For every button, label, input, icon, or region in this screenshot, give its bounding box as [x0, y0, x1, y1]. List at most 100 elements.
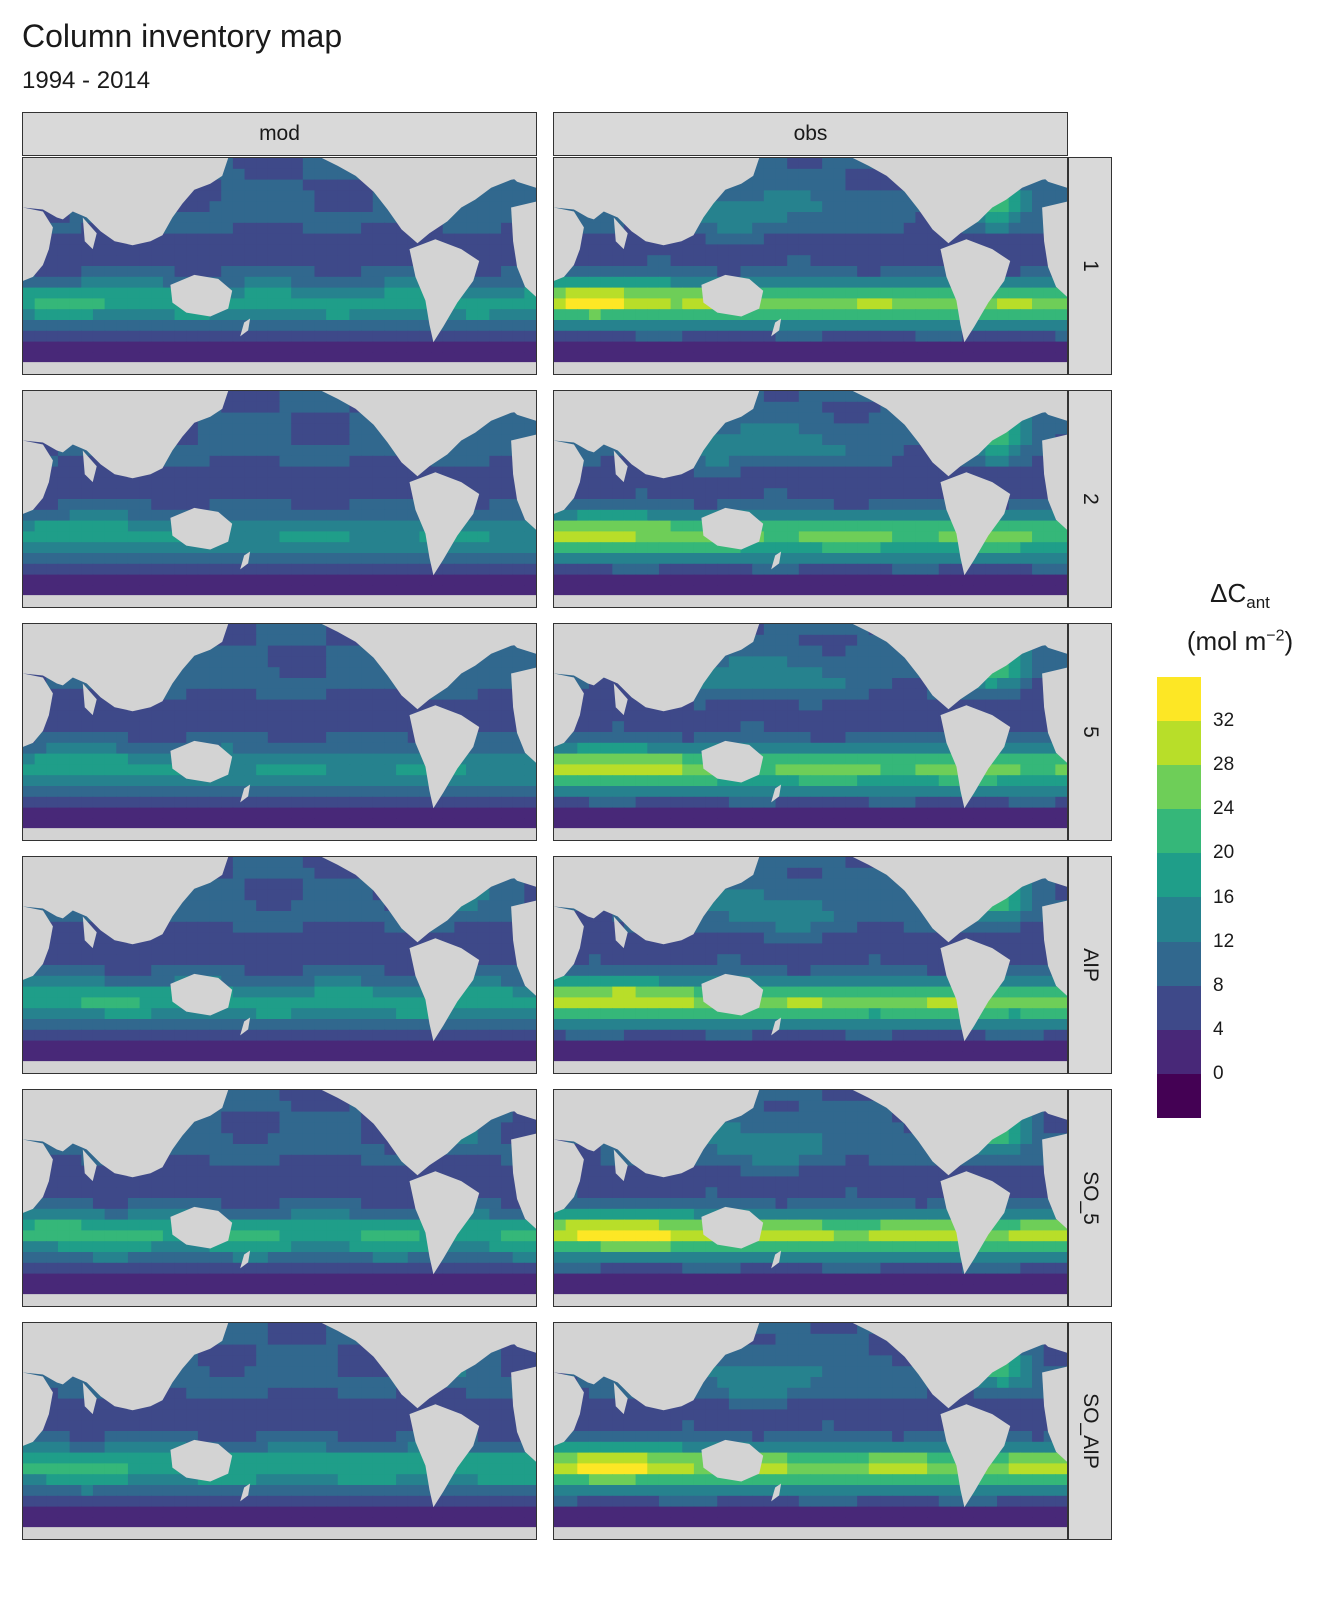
inventory-cell: [892, 542, 905, 554]
inventory-cell: [104, 298, 117, 310]
inventory-cell: [775, 266, 788, 278]
inventory-cell: [623, 244, 637, 256]
inventory-cell: [349, 352, 362, 364]
inventory-cell: [244, 786, 257, 798]
inventory-cell: [442, 341, 455, 353]
inventory-cell: [565, 298, 578, 310]
inventory-cell: [244, 168, 257, 181]
inventory-cell: [489, 742, 502, 755]
inventory-cell: [267, 445, 281, 457]
inventory-cell: [658, 721, 672, 733]
inventory-cell: [489, 190, 502, 202]
inventory-cell: [209, 732, 222, 744]
inventory-cell: [256, 412, 269, 424]
inventory-cell: [197, 818, 211, 830]
inventory-cell: [833, 455, 847, 468]
inventory-cell: [554, 563, 567, 576]
inventory-cell: [267, 233, 281, 245]
inventory-cell: [717, 574, 730, 586]
inventory-cell: [454, 764, 467, 776]
inventory-cell: [489, 434, 502, 446]
inventory-cell: [384, 796, 397, 809]
inventory-cell: [833, 645, 847, 657]
inventory-cell: [1055, 423, 1067, 435]
inventory-cell: [670, 585, 683, 597]
inventory-cell: [337, 477, 351, 489]
inventory-cell: [1032, 477, 1045, 489]
inventory-cell: [326, 287, 339, 299]
inventory-cell: [565, 330, 578, 343]
inventory-cell: [682, 509, 695, 522]
inventory-cell: [431, 574, 444, 586]
inventory-cell: [361, 276, 374, 289]
inventory-cell: [419, 764, 432, 776]
inventory-cell: [127, 553, 141, 565]
inventory-cell: [302, 287, 316, 299]
inventory-cell: [151, 276, 164, 289]
inventory-cell: [151, 531, 164, 543]
inventory-cell: [372, 466, 386, 478]
inventory-cell: [728, 710, 742, 722]
inventory-cell: [740, 542, 753, 554]
inventory-cell: [46, 542, 59, 554]
inventory-cell: [477, 509, 490, 522]
inventory-cell: [477, 786, 490, 798]
inventory-cell: [775, 688, 788, 701]
inventory-cell: [635, 499, 648, 511]
inventory-cell: [927, 341, 940, 353]
inventory-cell: [302, 742, 316, 755]
inventory-cell: [442, 466, 455, 478]
inventory-cell: [186, 488, 199, 500]
inventory-cell: [174, 721, 187, 733]
inventory-cell: [717, 488, 730, 500]
inventory-cell: [501, 212, 514, 224]
inventory-cell: [92, 786, 106, 798]
inventory-cell: [57, 742, 71, 755]
inventory-cell: [927, 574, 940, 586]
inventory-cell: [244, 796, 257, 809]
inventory-cell: [903, 244, 917, 256]
inventory-cell: [23, 520, 36, 532]
inventory-cell: [104, 742, 117, 755]
inventory-cell: [384, 775, 397, 787]
inventory-cell: [752, 412, 765, 424]
inventory-cell: [337, 796, 351, 809]
inventory-cell: [658, 499, 672, 511]
inventory-cell: [1032, 179, 1045, 191]
inventory-cell: [81, 786, 94, 798]
inventory-cell: [670, 509, 683, 522]
inventory-cell: [892, 520, 905, 532]
inventory-cell: [127, 563, 141, 576]
inventory-cell: [477, 710, 490, 722]
inventory-cell: [81, 753, 94, 765]
inventory-cell: [256, 341, 269, 353]
inventory-cell: [1020, 266, 1033, 278]
inventory-cell: [232, 298, 246, 310]
inventory-cell: [396, 710, 409, 722]
inventory-cell: [57, 531, 71, 543]
inventory-cell: [454, 298, 467, 310]
inventory-cell: [787, 309, 800, 321]
inventory-cell: [588, 688, 602, 701]
inventory-cell: [489, 764, 502, 776]
inventory-cell: [466, 796, 479, 809]
inventory-cell: [267, 764, 281, 776]
inventory-cell: [600, 287, 613, 299]
inventory-cell: [232, 796, 246, 809]
inventory-cell: [682, 531, 695, 543]
inventory-cell: [938, 553, 952, 565]
inventory-cell: [116, 742, 129, 755]
inventory-cell: [810, 699, 823, 711]
land-mask: [23, 207, 53, 281]
inventory-cell: [244, 233, 257, 245]
inventory-cell: [372, 520, 386, 532]
inventory-cell: [104, 352, 117, 364]
inventory-cell: [775, 477, 788, 489]
inventory-cell: [92, 753, 106, 765]
inventory-cell: [267, 222, 281, 235]
inventory-cell: [501, 330, 514, 343]
inventory-cell: [501, 753, 514, 765]
inventory-cell: [740, 553, 753, 565]
inventory-cell: [880, 330, 893, 343]
inventory-cell: [577, 520, 590, 532]
